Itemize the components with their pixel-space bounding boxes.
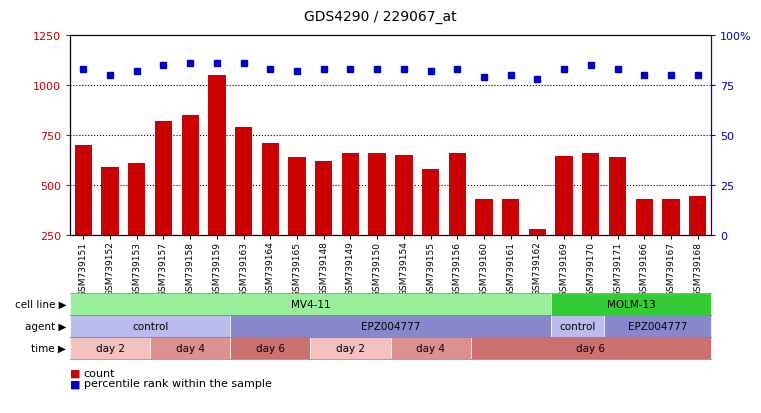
- Text: ■: ■: [70, 368, 84, 378]
- Bar: [609, 158, 626, 235]
- Bar: [395, 156, 412, 235]
- Bar: [422, 170, 439, 235]
- Text: agent ▶: agent ▶: [25, 321, 66, 331]
- Bar: [101, 168, 119, 235]
- Bar: [315, 161, 333, 235]
- Bar: [556, 157, 573, 235]
- Text: time ▶: time ▶: [31, 343, 66, 353]
- Text: GDS4290 / 229067_at: GDS4290 / 229067_at: [304, 10, 457, 24]
- Text: EPZ004777: EPZ004777: [361, 321, 420, 331]
- Bar: [235, 128, 253, 235]
- Bar: [342, 154, 359, 235]
- Text: MOLM-13: MOLM-13: [607, 299, 655, 309]
- Text: EPZ004777: EPZ004777: [628, 321, 687, 331]
- Text: day 6: day 6: [576, 343, 605, 353]
- Bar: [502, 199, 519, 235]
- Text: day 2: day 2: [96, 343, 125, 353]
- Text: ■: ■: [70, 378, 84, 388]
- Bar: [368, 154, 386, 235]
- Bar: [209, 76, 225, 235]
- Bar: [75, 146, 92, 235]
- Bar: [662, 199, 680, 235]
- Text: control: control: [132, 321, 168, 331]
- Text: day 6: day 6: [256, 343, 285, 353]
- Bar: [128, 164, 145, 235]
- Text: count: count: [84, 368, 115, 378]
- Text: day 4: day 4: [176, 343, 205, 353]
- Bar: [635, 199, 653, 235]
- Bar: [582, 154, 600, 235]
- Text: day 4: day 4: [416, 343, 445, 353]
- Bar: [288, 158, 306, 235]
- Text: MV4-11: MV4-11: [291, 299, 330, 309]
- Bar: [689, 197, 706, 235]
- Text: day 2: day 2: [336, 343, 365, 353]
- Text: control: control: [559, 321, 596, 331]
- Bar: [448, 154, 466, 235]
- Text: percentile rank within the sample: percentile rank within the sample: [84, 378, 272, 388]
- Bar: [529, 230, 546, 235]
- Bar: [476, 199, 492, 235]
- Bar: [262, 144, 279, 235]
- Text: cell line ▶: cell line ▶: [14, 299, 66, 309]
- Bar: [182, 116, 199, 235]
- Bar: [154, 122, 172, 235]
